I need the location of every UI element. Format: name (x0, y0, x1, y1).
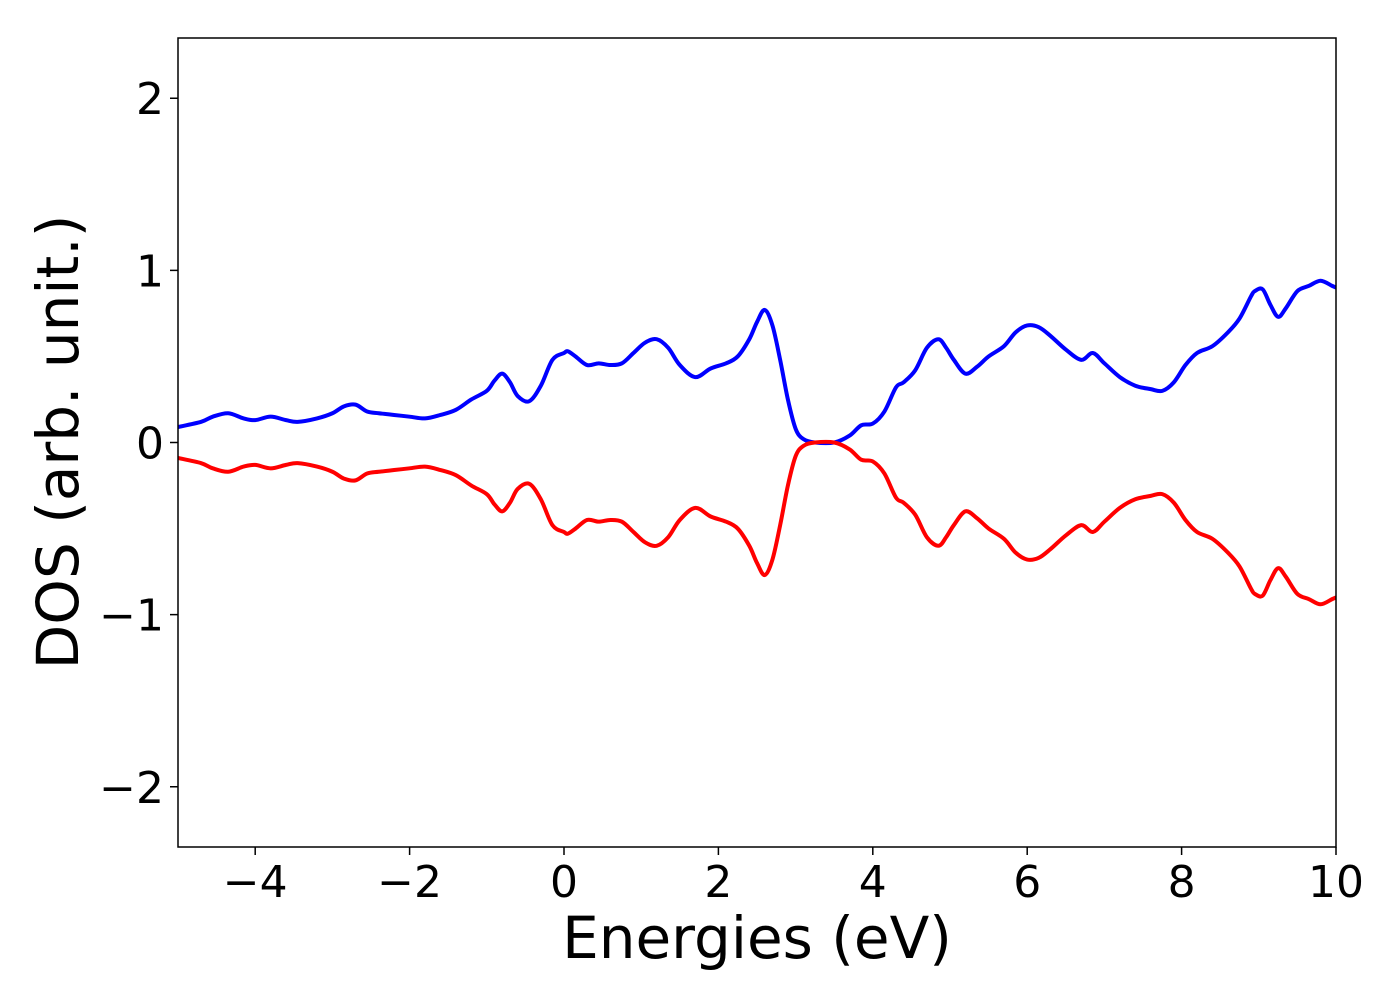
x-tick-label: 8 (1168, 857, 1196, 908)
y-axis-label: DOS (arb. unit.) (24, 215, 92, 670)
y-tick-label: 0 (136, 419, 164, 470)
x-tick-label: 4 (859, 857, 887, 908)
x-axis-label: Energies (eV) (562, 904, 952, 972)
y-tick-label: 2 (136, 74, 164, 125)
x-tick-label: 10 (1308, 857, 1364, 908)
y-tick-label: −2 (99, 763, 164, 814)
x-tick-label: −2 (377, 857, 442, 908)
x-tick-label: −4 (223, 857, 288, 908)
y-tick-label: −1 (99, 591, 164, 642)
x-axis-ticks: −4 −2 0 2 4 6 8 10 (223, 847, 1364, 908)
series-line-2 (178, 439, 1336, 607)
series-layer (178, 278, 1336, 607)
y-axis-ticks: −2 −1 0 1 2 (99, 74, 178, 814)
series-line-1 (178, 278, 1336, 446)
x-tick-label: 2 (704, 857, 732, 908)
y-tick-label: 1 (136, 246, 164, 297)
x-tick-label: 6 (1013, 857, 1041, 908)
x-tick-label: 0 (550, 857, 578, 908)
